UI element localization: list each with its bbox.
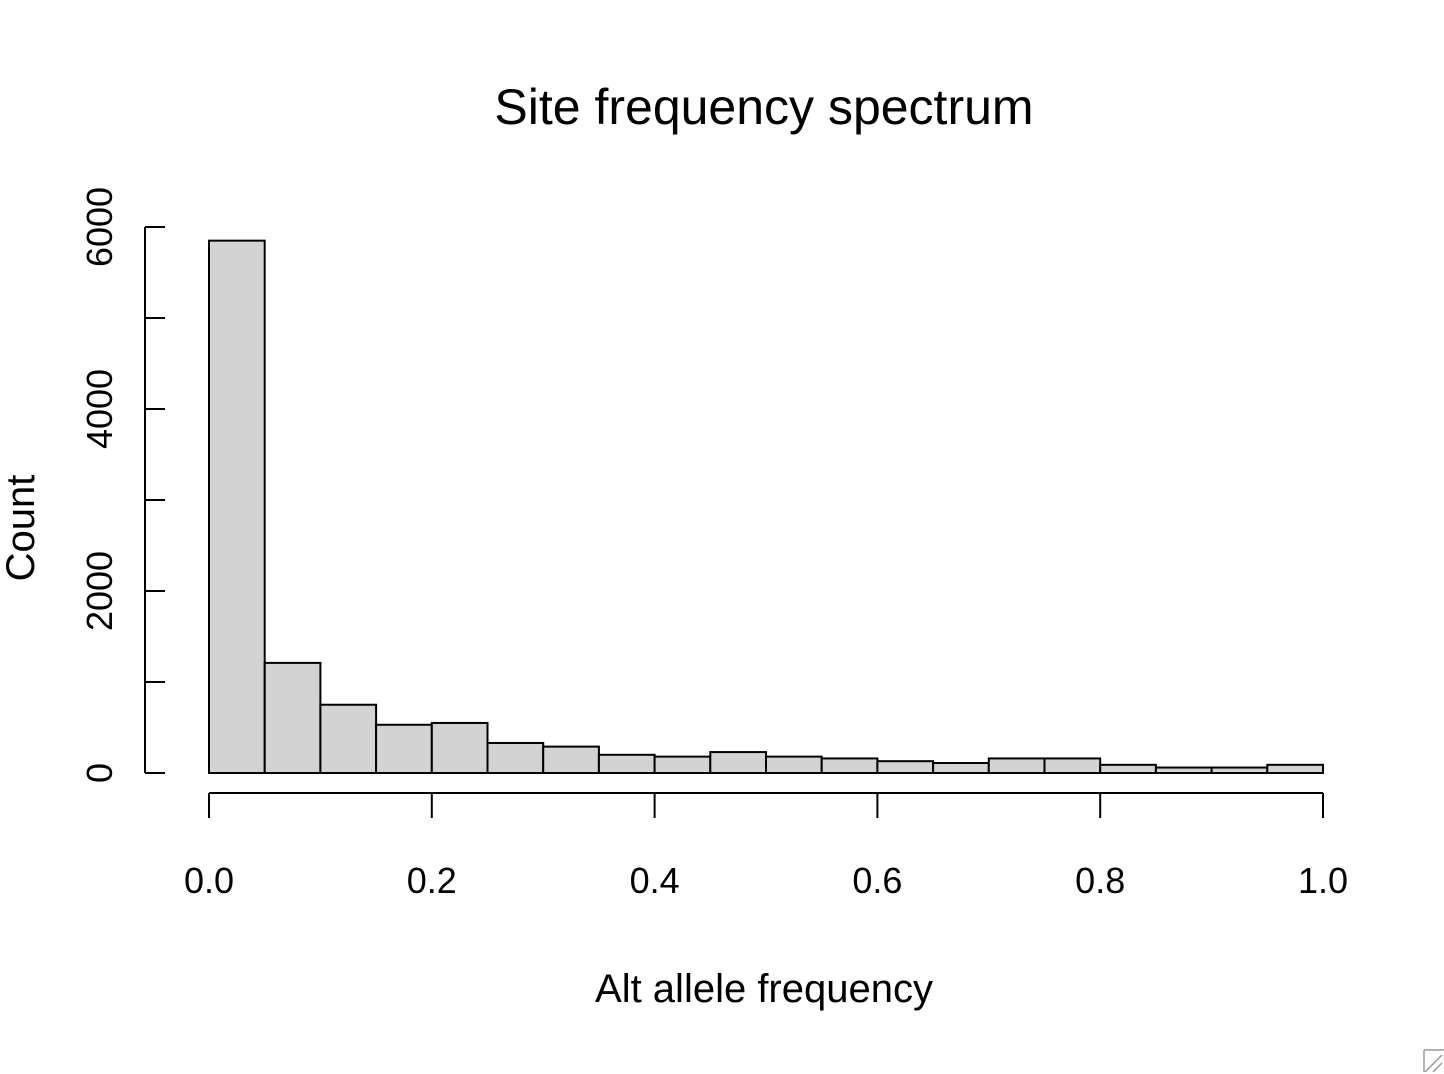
y-axis: 0 2000 4000 6000: [79, 187, 165, 783]
histogram-bar: [263, 661, 322, 775]
x-tick-label: 0.4: [630, 860, 680, 901]
histogram-bar: [765, 755, 823, 774]
histogram-bar: [319, 703, 378, 774]
y-tick-label: 6000: [79, 187, 120, 267]
histogram-bar: [542, 745, 600, 774]
histogram-bar: [597, 753, 656, 774]
y-axis-label: Count: [0, 475, 43, 582]
x-axis: 0.0 0.2 0.4 0.6 0.8 1.0: [184, 792, 1348, 901]
histogram-bar: [1099, 763, 1157, 774]
histogram-bar: [876, 760, 935, 774]
histogram-bar: [987, 757, 1046, 775]
y-tick-label: 4000: [79, 369, 120, 449]
x-tick-label: 1.0: [1298, 860, 1348, 901]
histogram-bar: [1043, 757, 1102, 775]
histogram-bar: [430, 721, 489, 775]
histogram-bar: [709, 751, 767, 775]
histogram-bar: [1154, 766, 1213, 774]
histogram-bar: [932, 761, 990, 774]
y-tick-label: 2000: [79, 551, 120, 631]
x-tick-label: 0.8: [1075, 860, 1125, 901]
histogram-bar: [1266, 763, 1325, 774]
x-tick-label: 0.0: [184, 860, 234, 901]
x-tick-label: 0.2: [407, 860, 457, 901]
histogram-bar: [820, 757, 879, 775]
chart-title: Site frequency spectrum: [494, 79, 1033, 135]
histogram-bar: [375, 723, 433, 775]
histogram-bar: [1210, 766, 1269, 774]
resize-grip-icon[interactable]: [1423, 1049, 1444, 1073]
histogram-bars: [208, 239, 1325, 775]
histogram-bar: [486, 741, 545, 774]
x-tick-label: 0.6: [852, 860, 902, 901]
y-tick-label: 0: [79, 763, 120, 783]
histogram-bar: [653, 755, 712, 774]
x-axis-label: Alt allele frequency: [595, 967, 933, 1011]
histogram-bar: [208, 239, 266, 774]
